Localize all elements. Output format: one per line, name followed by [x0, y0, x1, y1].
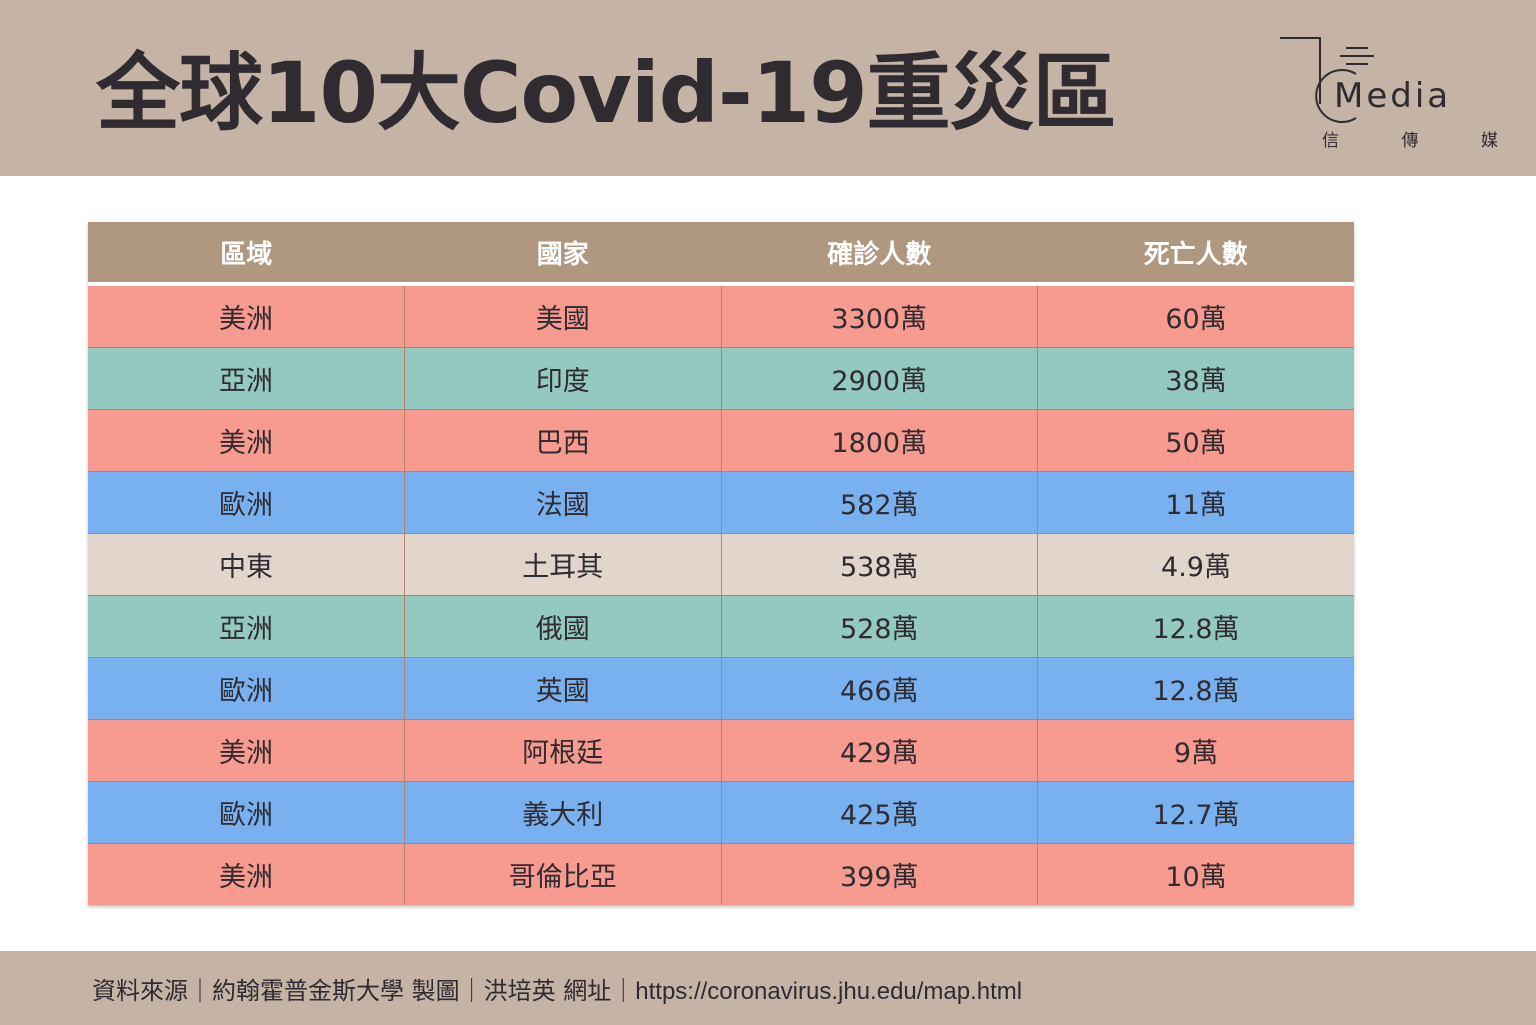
cell-deaths: 12.8萬	[1037, 595, 1354, 658]
cell-country: 義大利	[404, 781, 722, 844]
logo-subtitle: 信 傳 媒	[1322, 126, 1498, 151]
header-country: 國家	[404, 222, 721, 286]
cell-deaths: 10萬	[1165, 862, 1227, 893]
table-row: 歐洲 英國 466萬 12.8萬	[88, 657, 1354, 720]
cell-region: 亞洲	[88, 595, 405, 658]
header-deaths: 死亡人數	[1037, 222, 1354, 286]
cell-region: 美洲	[88, 719, 405, 782]
cell-deaths: 11萬	[1037, 471, 1354, 534]
cell-deaths: 4.9萬	[1037, 533, 1354, 596]
covid-table: 區域 國家 確診人數 死亡人數 美洲 美國 3300萬 60萬 亞洲 印度 2900萬 38萬…	[88, 222, 1354, 905]
cell-cases: 429萬	[721, 719, 1038, 782]
table-row: 亞洲 印度 2900萬 38萬	[88, 347, 1354, 410]
cell-deaths: 50萬	[1037, 409, 1354, 472]
table-header-row: 區域 國家 確診人數 死亡人數	[88, 222, 1354, 286]
table-row: 中東 土耳其 538萬 4.9萬	[88, 533, 1354, 596]
cell-deaths: 9萬	[1037, 719, 1354, 782]
cell-deaths: 12.8萬	[1037, 657, 1354, 720]
cell-region: 美洲	[88, 284, 405, 348]
header-banner: 全球10大Covid-19重災區 Media 信 傳 媒	[0, 0, 1536, 176]
cell-cases: 3300萬	[721, 284, 1038, 348]
cell-region: 美洲	[88, 843, 405, 905]
cell-country: 巴西	[404, 409, 722, 472]
logo-sub-char: 傳	[1401, 131, 1419, 151]
cell-deaths: 60萬	[1037, 284, 1354, 348]
table-row: 歐洲 法國 582萬 11萬	[88, 471, 1354, 534]
cell-cases: 399萬	[721, 843, 1038, 905]
cell-country: 俄國	[404, 595, 722, 658]
cell-cases: 425萬	[721, 781, 1038, 844]
cell-country: 土耳其	[404, 533, 722, 596]
cell-cases: 1800萬	[721, 409, 1038, 472]
cell-region: 美洲	[88, 409, 405, 472]
cell-region: 中東	[88, 533, 405, 596]
cell-country: 美國	[404, 284, 722, 348]
cell-country: 哥倫比亞	[404, 843, 722, 905]
cell-country: 英國	[404, 657, 722, 720]
source-note: 資料來源｜約翰霍普金斯大學 製圖｜洪培英 網址｜https://coronavi…	[92, 971, 1022, 1006]
cell-region: 歐洲	[88, 471, 405, 534]
cell-cases: 2900萬	[721, 347, 1038, 410]
cell-cases: 466萬	[721, 657, 1038, 720]
table-row: 美洲 阿根廷 429萬 9萬	[88, 719, 1354, 782]
table-row: 歐洲 義大利 425萬 12.7萬	[88, 781, 1354, 844]
cell-country: 阿根廷	[404, 719, 722, 782]
cell-cases: 582萬	[721, 471, 1038, 534]
header-cases: 確診人數	[721, 222, 1038, 286]
logo-wordmark: Media	[1334, 76, 1452, 116]
cell-region: 歐洲	[88, 781, 405, 844]
media-logo: Media 信 傳 媒	[1276, 34, 1500, 154]
cell-country: 法國	[404, 471, 722, 534]
cell-deaths: 12.7萬	[1037, 781, 1354, 844]
footer-bar: 資料來源｜約翰霍普金斯大學 製圖｜洪培英 網址｜https://coronavi…	[0, 951, 1536, 1025]
source-text: 資料來源｜約翰霍普金斯大學 製圖｜洪培英 網址｜	[92, 977, 636, 1005]
page-title: 全球10大Covid-19重災區	[96, 44, 1117, 142]
table-row: 美洲 哥倫比亞 399萬 10萬	[88, 843, 1354, 905]
logo-sub-char: 信	[1322, 131, 1339, 151]
table-row: 美洲 巴西 1800萬 50萬	[88, 409, 1354, 472]
cell-region: 歐洲	[88, 657, 405, 720]
cell-region: 亞洲	[88, 347, 405, 410]
logo-mark-icon	[1280, 37, 1374, 123]
source-url[interactable]: https://coronavirus.jhu.edu/map.html	[635, 978, 1023, 1005]
table-row: 亞洲 俄國 528萬 12.8萬	[88, 595, 1354, 658]
cell-country: 印度	[404, 347, 722, 410]
cell-deaths: 38萬	[1037, 347, 1354, 410]
table-row: 美洲 美國 3300萬 60萬	[88, 284, 1354, 348]
cell-cases: 538萬	[721, 533, 1038, 596]
cell-cases: 528萬	[721, 595, 1038, 658]
header-region: 區域	[88, 222, 405, 286]
logo-sub-char: 媒	[1481, 131, 1498, 151]
